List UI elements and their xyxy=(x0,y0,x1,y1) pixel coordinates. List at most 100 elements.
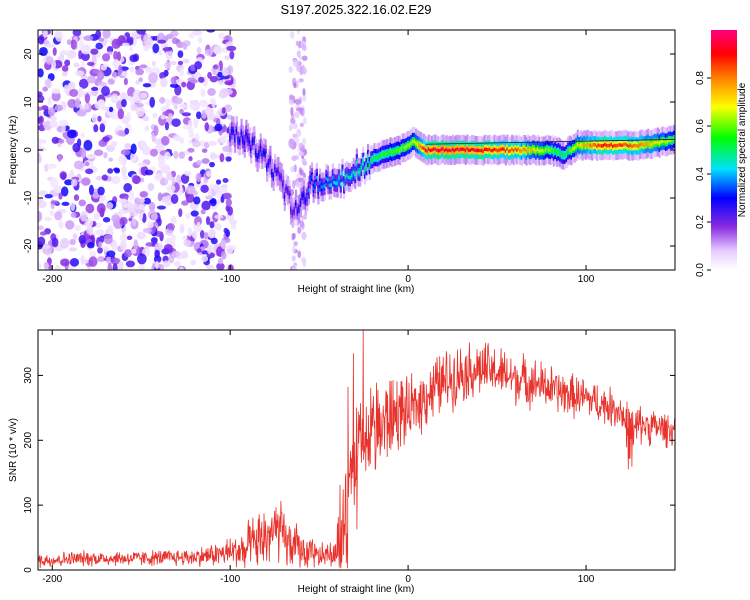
spectrogram-ridge-cell xyxy=(612,144,615,149)
spectrogram-noise-cell xyxy=(78,87,84,98)
spectrogram-noise-cell xyxy=(111,38,121,50)
spectrogram-noise-cell xyxy=(124,249,133,258)
spectrogram-ridge-cell xyxy=(600,144,603,148)
spectrogram-noise-cell xyxy=(59,171,67,180)
spectrogram-ridge-cell xyxy=(603,142,607,147)
spectrogram-ridge-cell xyxy=(645,142,648,146)
spectrogram-noise-cell xyxy=(45,55,54,65)
spectrogram-noise-cell xyxy=(97,115,102,122)
spectrogram-ridge-cell xyxy=(546,147,549,151)
spectrogram-ridge-cell xyxy=(568,148,571,152)
spectrogram-ridge-cell xyxy=(541,149,544,153)
spectrogram-noise-cell xyxy=(47,96,52,106)
spectrogram-noise-cell xyxy=(293,241,298,247)
spectrogram-noise-cell xyxy=(206,113,216,121)
spectrogram-noise-cell xyxy=(160,77,168,88)
spectrogram-ridge-cell xyxy=(366,156,370,161)
spectrogram-noise-cell xyxy=(162,47,173,52)
spectrogram-ridge-cell xyxy=(575,145,578,149)
spectrogram-noise-cell xyxy=(93,124,99,133)
spectrogram-ridge-cell xyxy=(607,144,610,148)
spectrogram-ridge-cell xyxy=(418,143,421,148)
spectrogram-noise-cell xyxy=(292,58,298,68)
spectrogram-ridge-cell xyxy=(232,129,235,133)
spectrogram-noise-cell xyxy=(179,223,185,234)
spectrogram-ridge-cell xyxy=(469,148,472,152)
spectrogram-noise-cell xyxy=(190,79,198,84)
spectrogram-ridge-cell xyxy=(254,151,258,155)
spectrogram-noise-cell xyxy=(86,75,97,84)
spectrogram-ridge-cell xyxy=(539,149,543,153)
spectrogram-noise-cell xyxy=(205,216,211,226)
spectrogram-ridge-cell xyxy=(483,147,487,151)
spectrogram-ridge-cell xyxy=(306,195,309,199)
spectrogram-ridge-cell xyxy=(671,138,674,143)
spectrogram-ridge-cell xyxy=(547,148,551,152)
spectrogram-ridge-cell xyxy=(240,131,243,135)
spectrogram-noise-cell xyxy=(290,31,295,39)
spectrogram-ridge-cell xyxy=(235,128,238,133)
spectrogram-noise-cell xyxy=(38,46,48,57)
spectrogram-noise-cell xyxy=(111,242,118,251)
snr-frame xyxy=(37,329,676,571)
spectrogram-ridge-cell xyxy=(299,200,302,205)
spectrogram-noise-cell xyxy=(157,217,162,227)
spectrogram-ridge-cell xyxy=(668,138,671,142)
spectrogram-noise-cell xyxy=(101,174,108,181)
spectrogram-ridge-cell xyxy=(660,140,663,144)
spectrogram-ridge-cell xyxy=(318,181,322,185)
spectrogram-noise-cell xyxy=(136,30,146,35)
spectrogram-ridge-cell xyxy=(589,143,592,147)
spectrogram-noise-cell xyxy=(183,239,191,247)
spectrogram-ridge-cell xyxy=(461,147,464,151)
spectrogram-ridge-cell xyxy=(490,148,493,153)
spectrogram-noise-cell xyxy=(200,89,206,97)
spectrogram-ridge-cell xyxy=(379,154,382,158)
spectrogram-noise-cell xyxy=(219,135,227,143)
spectrogram-noise-cell xyxy=(66,49,77,59)
spectrogram-noise-cell xyxy=(187,147,195,153)
spectrogram-noise-cell xyxy=(291,233,295,241)
spectrogram-noise-cell xyxy=(174,97,183,105)
spectrogram-ridge-cell xyxy=(280,175,283,180)
spectrogram-ridge-cell xyxy=(584,143,587,148)
spectrogram-noise-cell xyxy=(95,175,103,181)
spectrogram-noise-cell xyxy=(98,241,103,248)
spectrogram-ridge-cell xyxy=(234,136,237,141)
spectrogram-ridge-cell xyxy=(447,148,450,153)
colorbar-gradient xyxy=(711,30,737,270)
spectrogram-ridge-cell xyxy=(503,147,506,151)
spectrogram-noise-cell xyxy=(207,187,212,198)
spectrogram-ridge-cell xyxy=(562,153,565,157)
spectrogram-ridge-cell xyxy=(642,143,645,147)
spectrogram-ridge-cell xyxy=(331,176,334,180)
spectrogram-noise-cell xyxy=(103,152,108,159)
spectrogram-ridge-cell xyxy=(256,155,259,160)
spectrogram-ridge-cell xyxy=(511,147,514,151)
spectrogram-ridge-cell xyxy=(424,148,427,152)
spectrogram-noise-cell xyxy=(292,122,298,130)
spectrogram-noise-cell xyxy=(290,106,294,116)
spectrogram-noise-cell xyxy=(129,66,135,73)
spectrogram-noise-cell xyxy=(95,30,102,40)
spectrogram-noise-cell xyxy=(301,55,308,61)
spectrogram-noise-cell xyxy=(132,89,142,101)
spectrogram-noise-cell xyxy=(44,216,53,222)
spectrogram-noise-cell xyxy=(204,49,213,57)
spectrogram-ridge-cell xyxy=(384,152,387,156)
spectrogram-ridge-cell xyxy=(637,144,640,148)
spectrogram-ridge-cell xyxy=(360,165,363,170)
spectrogram-noise-cell xyxy=(126,36,134,43)
spectrogram-noise-cell xyxy=(185,193,195,203)
spectrogram-noise-cell xyxy=(108,106,114,113)
spectrogram-noise-cell xyxy=(78,39,84,51)
spectrogram-noise-cell xyxy=(137,162,147,168)
spectrogram-noise-cell xyxy=(209,229,216,239)
spectrogram-noise-cell xyxy=(78,199,87,207)
spectrogram-noise-cell xyxy=(288,123,293,131)
spectrogram-ridge-cell xyxy=(528,148,531,153)
spectrogram-ridge-cell xyxy=(371,157,374,162)
spectrogram-noise-cell xyxy=(195,172,202,182)
spectrogram-noise-cell xyxy=(164,122,170,131)
spectrogram-noise-cell xyxy=(128,190,135,202)
